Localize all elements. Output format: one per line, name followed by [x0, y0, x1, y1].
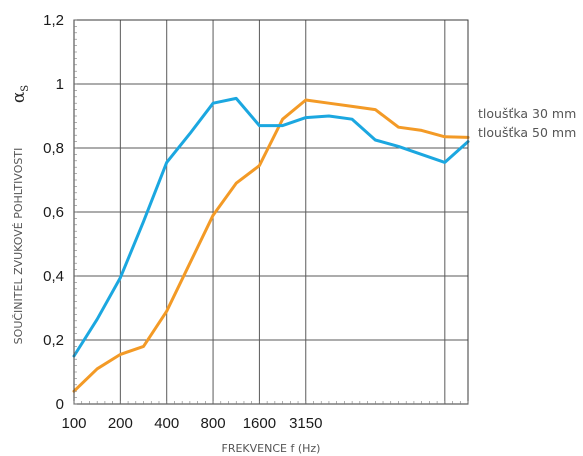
chart-legend: tloušťka 30 mm tloušťka 50 mm: [478, 106, 576, 140]
y-tick-label: 0,8: [43, 140, 64, 157]
y-axis-symbol: αS: [9, 85, 31, 103]
x-tick-label: 800: [201, 415, 226, 432]
series-line: [72, 98, 470, 393]
y-axis-label: SOUČINITEL ZVUKOVÉ POHLTIVOSTI: [12, 148, 25, 345]
y-tick-label: 0,2: [43, 332, 64, 349]
legend-entry: tloušťka 50 mm: [478, 125, 576, 140]
y-tick-label: 0,4: [43, 268, 64, 285]
x-tick-label: 400: [154, 415, 179, 432]
y-tick-label: 0: [56, 396, 64, 413]
y-tick-label: 0,6: [43, 204, 64, 221]
chart-series-lines: [72, 96, 470, 393]
x-tick-label: 1600: [243, 415, 276, 432]
legend-entry: tloušťka 30 mm: [478, 106, 576, 121]
minor-ticks: [73, 19, 469, 405]
alpha-symbol: α: [9, 91, 29, 103]
x-tick-label: 100: [61, 415, 86, 432]
chart-grid: [73, 19, 468, 405]
x-axis-label: FREKVENCE f (Hz): [222, 442, 321, 455]
x-tick-labels: 100 200 400 800 1600 3150: [61, 415, 322, 432]
series-line: [72, 96, 470, 358]
y-axis-label-group: SOUČINITEL ZVUKOVÉ POHLTIVOSTI αS: [9, 85, 31, 345]
y-tick-label: 1: [56, 76, 64, 93]
y-tick-labels: 0 0,2 0,4 0,6 0,8 1 1,2: [43, 12, 64, 413]
x-tick-label: 200: [108, 415, 133, 432]
x-tick-label: 3150: [289, 415, 322, 432]
alpha-subscript: S: [20, 85, 31, 92]
y-tick-label: 1,2: [43, 12, 64, 29]
